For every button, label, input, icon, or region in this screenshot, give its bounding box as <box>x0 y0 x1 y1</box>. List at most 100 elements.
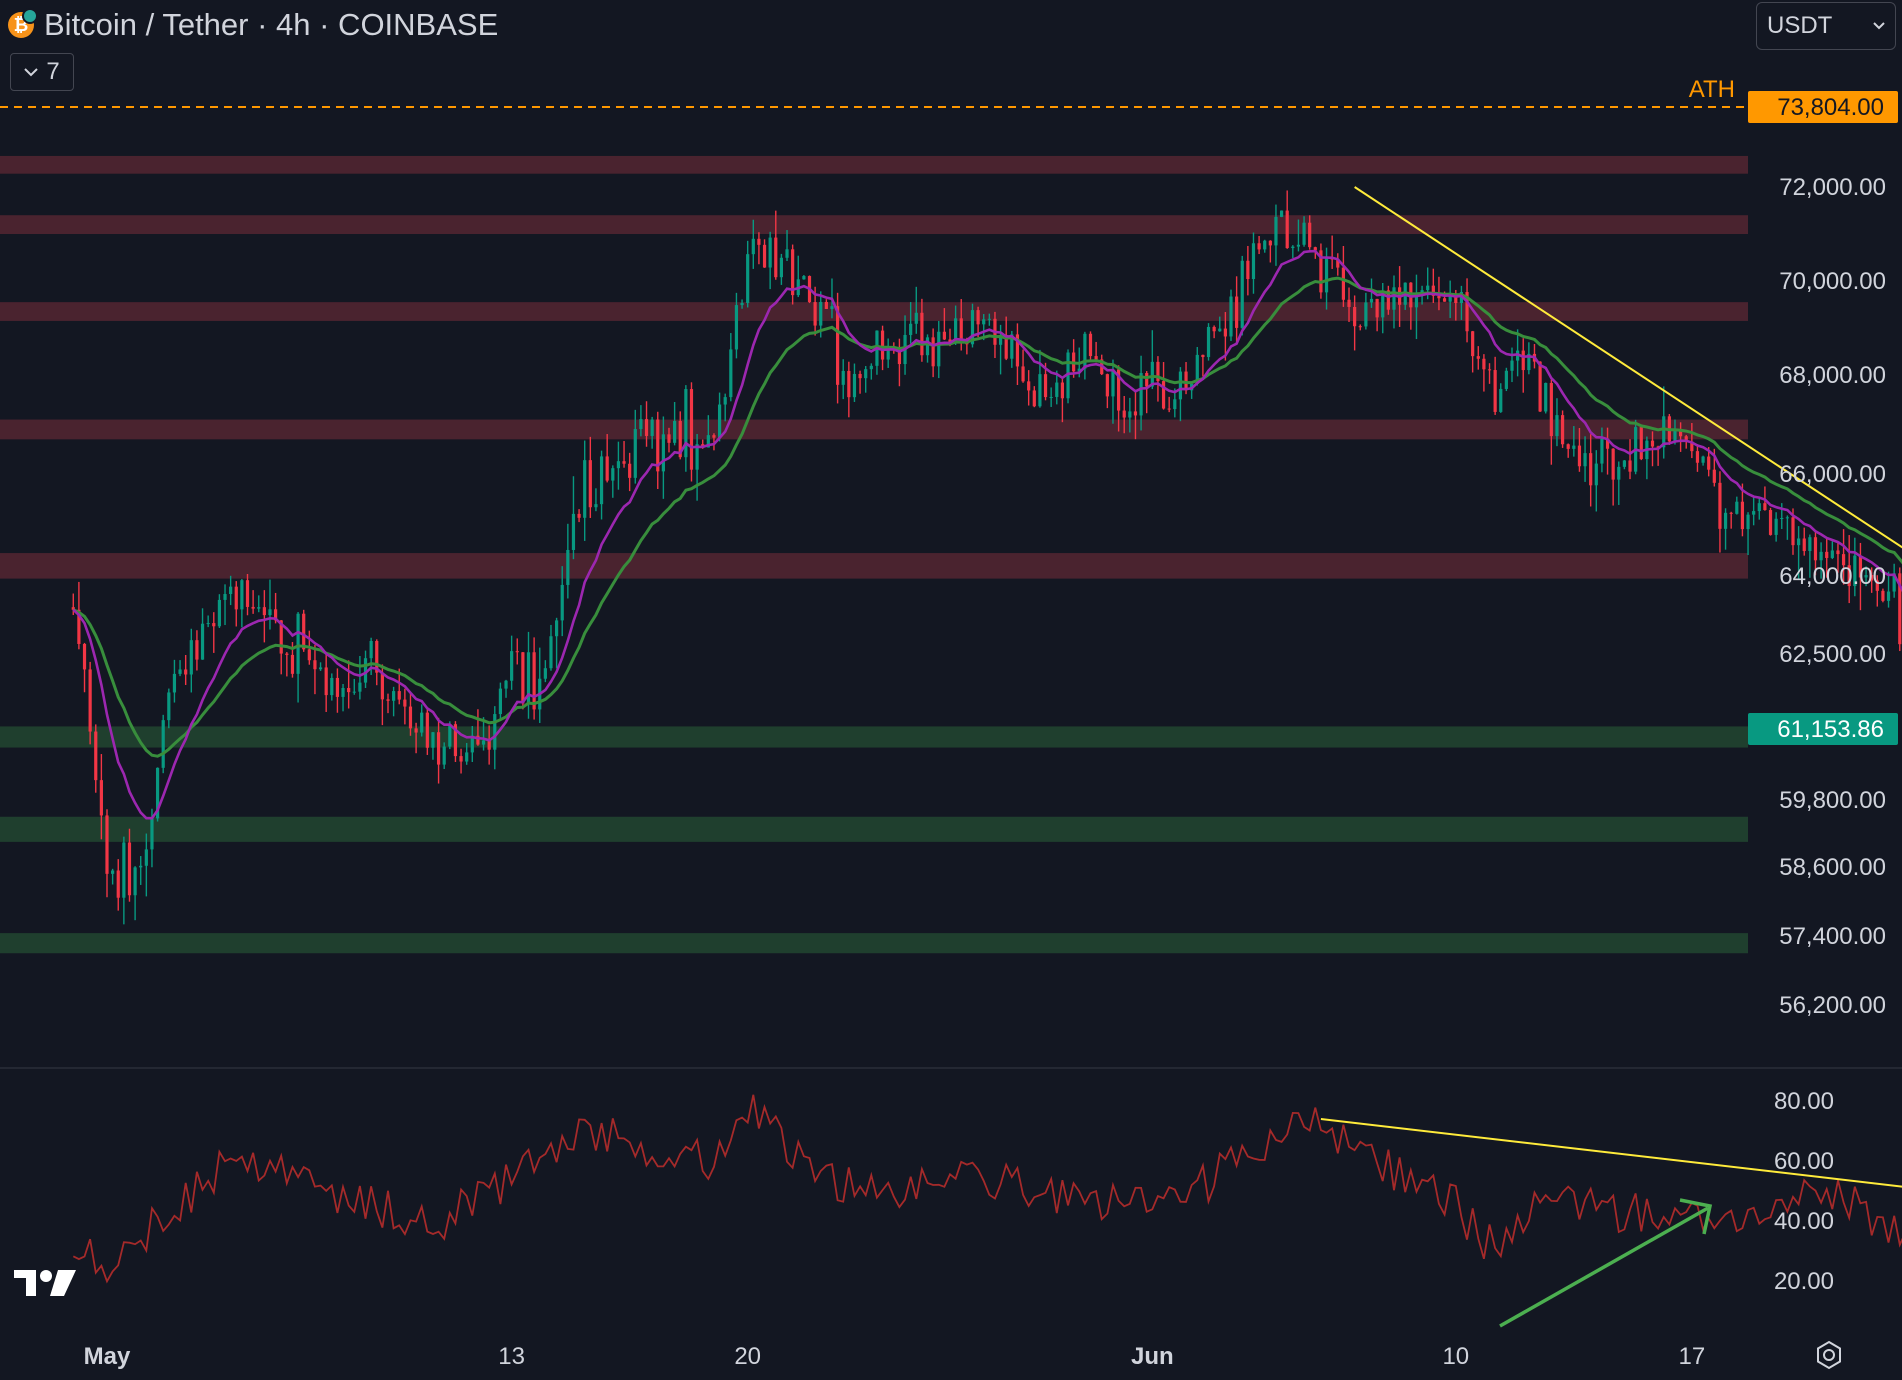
candle <box>375 639 379 686</box>
chevron-down-icon <box>24 68 39 77</box>
price-axis-tick: 66,000.00 <box>1779 461 1886 488</box>
price-axis-tick: 70,000.00 <box>1779 268 1886 295</box>
rsi-axis-tick: 20.00 <box>1774 1268 1834 1295</box>
candle <box>1662 386 1666 459</box>
candle <box>1251 232 1256 294</box>
time-axis-tick: Jun <box>1131 1343 1174 1370</box>
candle <box>111 868 115 885</box>
currency-select[interactable]: USDT <box>1756 2 1896 50</box>
candle <box>127 828 132 902</box>
candle <box>1139 355 1143 431</box>
candle <box>538 647 542 724</box>
candle <box>184 655 188 685</box>
candle <box>414 722 418 754</box>
candle <box>1358 324 1362 331</box>
candle <box>1330 235 1334 269</box>
candle <box>1122 396 1126 434</box>
resistance-zone-0 <box>0 155 1748 174</box>
candle <box>1499 383 1503 413</box>
price-axis-tick: 62,500.00 <box>1779 641 1886 668</box>
candle <box>1257 236 1261 255</box>
candle <box>1263 239 1267 253</box>
ema-fast-line <box>72 249 1902 820</box>
candle <box>583 440 587 541</box>
resistance-zone-4 <box>0 553 1748 579</box>
candle <box>324 652 328 712</box>
candle <box>161 714 165 774</box>
price-axis-tick: 72,000.00 <box>1779 174 1886 201</box>
candle <box>1560 410 1565 448</box>
rsi-bullish-arrow[interactable] <box>1499 1198 1713 1328</box>
candle <box>774 210 778 280</box>
candle <box>987 313 991 326</box>
candle <box>667 427 671 453</box>
current-price-tag: 61,153.86 <box>1748 713 1898 745</box>
price-axis-tick: 58,600.00 <box>1779 854 1886 881</box>
price-axis-tick: 57,400.00 <box>1779 923 1886 950</box>
candle <box>1414 274 1419 340</box>
candle <box>723 393 727 422</box>
candle <box>1757 497 1761 520</box>
support-zone-0 <box>0 726 1748 748</box>
candle <box>1752 497 1756 526</box>
candle <box>1566 443 1570 458</box>
candle <box>1471 330 1475 373</box>
candle <box>1105 373 1109 409</box>
chart-settings-icon[interactable] <box>1814 1340 1844 1370</box>
candle <box>1336 253 1340 276</box>
candle <box>1465 278 1469 343</box>
candle <box>1870 567 1874 593</box>
rsi-trendline[interactable] <box>1320 1118 1902 1221</box>
candle <box>392 686 396 717</box>
candle <box>1235 276 1239 344</box>
candle <box>931 328 935 378</box>
candle <box>571 476 576 560</box>
candle <box>1268 240 1272 263</box>
candle <box>105 809 109 898</box>
candle <box>858 370 862 394</box>
candle <box>1038 349 1042 408</box>
candle <box>611 465 615 498</box>
symbol-title[interactable]: Bitcoin / Tether · 4h · COINBASE <box>44 7 499 42</box>
candle <box>1819 542 1823 579</box>
time-axis-tick: 13 <box>498 1343 525 1370</box>
candle <box>1094 341 1098 363</box>
candle <box>167 688 171 729</box>
candle <box>1206 323 1211 361</box>
candle <box>403 688 407 725</box>
candle <box>1875 575 1879 607</box>
candle <box>1066 349 1070 404</box>
candle <box>155 767 160 822</box>
candle <box>644 401 649 447</box>
candle <box>762 239 767 268</box>
candle <box>864 366 868 393</box>
candle <box>599 450 604 520</box>
candle <box>1774 512 1778 542</box>
candle <box>1218 316 1222 332</box>
candle <box>200 608 205 660</box>
candle <box>94 724 98 793</box>
candle <box>796 255 800 298</box>
bitcoin-coin-icon[interactable]: ₿ <box>8 8 38 38</box>
candle <box>639 405 643 437</box>
candle <box>1583 436 1587 482</box>
tradingview-logo-icon[interactable] <box>14 1266 78 1300</box>
candle <box>802 275 806 280</box>
price-trendline[interactable] <box>1354 186 1902 808</box>
candle <box>1808 534 1812 578</box>
candle <box>594 488 598 512</box>
candle <box>1302 216 1306 247</box>
candle <box>1285 190 1289 249</box>
candle <box>656 411 660 490</box>
candle <box>937 320 941 379</box>
candle <box>684 385 688 472</box>
candle <box>852 363 857 402</box>
candle <box>139 856 143 885</box>
indicators-collapse-button[interactable]: 7 <box>10 53 74 91</box>
candle <box>757 232 761 265</box>
candle <box>543 660 547 683</box>
candle <box>1785 515 1789 540</box>
resistance-zone-1 <box>0 215 1748 234</box>
candle <box>313 644 317 695</box>
